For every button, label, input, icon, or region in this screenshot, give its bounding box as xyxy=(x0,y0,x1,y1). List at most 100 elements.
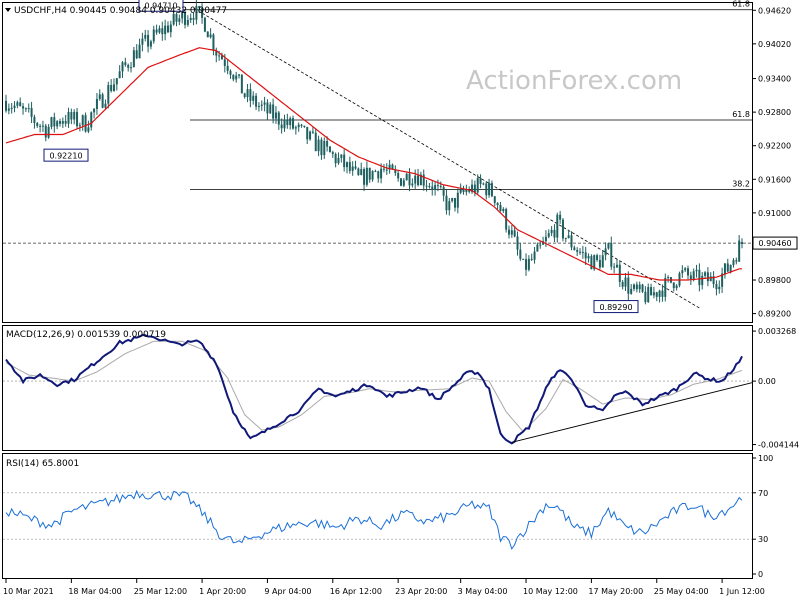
candle-body xyxy=(53,117,56,127)
rsi-axis-label: 100 xyxy=(758,454,773,463)
candle-body xyxy=(718,286,721,290)
candle-body xyxy=(255,95,258,107)
candle-body xyxy=(704,272,707,276)
macd-title: MACD(12,26,9) 0.001539 0.000719 xyxy=(6,330,166,340)
rsi-layer xyxy=(3,489,752,551)
candle-body xyxy=(365,167,368,185)
candle-body xyxy=(712,276,715,285)
candle-body xyxy=(175,13,178,22)
rsi-line xyxy=(5,489,743,551)
candle-body xyxy=(485,183,488,196)
candle-body xyxy=(252,95,255,101)
candle-body xyxy=(539,244,542,246)
candle-body xyxy=(601,255,604,268)
candle-body xyxy=(257,105,260,107)
candle-body xyxy=(243,93,246,98)
candle-body xyxy=(635,284,638,290)
candle-body xyxy=(408,173,411,186)
candle-body xyxy=(195,6,198,20)
candle-body xyxy=(510,230,513,235)
candle-body xyxy=(331,152,334,154)
candle-body xyxy=(218,55,221,57)
price-annotation-label: 0.92210 xyxy=(49,152,82,161)
candle-body xyxy=(346,162,349,168)
candle-body xyxy=(479,178,482,184)
candle-body xyxy=(439,186,442,188)
candle-body xyxy=(473,184,476,193)
candle-body xyxy=(249,89,252,101)
candle-body xyxy=(417,175,420,186)
candle-body xyxy=(81,115,84,126)
candle-body xyxy=(638,284,641,290)
candle-body xyxy=(47,126,50,138)
candle-body xyxy=(579,251,582,253)
price-axis-label: 0.93400 xyxy=(758,75,791,84)
candle-body xyxy=(130,67,133,69)
candle-body xyxy=(544,236,547,242)
candle-body xyxy=(121,62,124,72)
candle-body xyxy=(226,65,229,71)
candle-body xyxy=(633,284,636,289)
price-axis-label: 0.91600 xyxy=(758,175,791,184)
candle-body xyxy=(624,277,627,287)
candle-body xyxy=(519,249,522,259)
candle-body xyxy=(311,131,314,133)
candle-body xyxy=(689,275,692,280)
candle-body xyxy=(604,248,607,256)
candle-body xyxy=(286,119,289,126)
candle-body xyxy=(181,11,184,19)
candle-body xyxy=(172,13,175,25)
candle-body xyxy=(647,287,650,303)
candle-body xyxy=(326,140,329,147)
candle-body xyxy=(590,256,593,270)
candle-body xyxy=(695,269,698,272)
candle-body xyxy=(641,284,644,292)
fib-level-label: 38.2 xyxy=(732,179,750,188)
candle-body xyxy=(5,100,7,111)
candle-body xyxy=(411,183,414,186)
candle-body xyxy=(723,263,726,274)
candle-body xyxy=(294,127,297,129)
candle-body xyxy=(22,106,25,109)
candle-body xyxy=(468,189,471,192)
candle-body xyxy=(289,118,292,126)
candle-body xyxy=(382,168,385,170)
candle-body xyxy=(323,140,326,156)
candle-body xyxy=(283,119,286,129)
candle-body xyxy=(147,34,150,47)
candle-body xyxy=(385,169,388,171)
macd-axis-label: 0.00 xyxy=(758,377,776,386)
candle-body xyxy=(155,29,158,33)
current-price-tag xyxy=(752,236,798,250)
candle-body xyxy=(201,8,204,18)
candle-body xyxy=(101,94,104,108)
candle-body xyxy=(280,124,283,129)
candle-body xyxy=(564,237,567,239)
candle-body xyxy=(112,84,115,91)
candle-body xyxy=(360,169,363,175)
candle-body xyxy=(525,259,528,270)
candle-body xyxy=(488,183,491,196)
price-axis-label: 0.89800 xyxy=(758,276,791,285)
time-axis-label: 3 May 04:00 xyxy=(458,587,508,596)
candle-body xyxy=(561,219,564,239)
candle-body xyxy=(627,277,630,294)
candle-body xyxy=(573,247,576,251)
candle-body xyxy=(559,214,562,220)
candle-body xyxy=(209,34,212,38)
candle-body xyxy=(434,185,437,190)
macd-signal-line xyxy=(5,340,743,433)
candle-body xyxy=(462,188,465,193)
candle-body xyxy=(328,146,331,153)
candle-body xyxy=(95,99,98,109)
candle-body xyxy=(263,102,266,105)
candle-body xyxy=(493,196,496,203)
price-panel-frame xyxy=(2,2,753,323)
candle-body xyxy=(664,277,667,297)
candle-body xyxy=(274,112,277,119)
candle-body xyxy=(459,188,462,193)
candle-body xyxy=(516,236,519,250)
candle-body xyxy=(507,229,510,235)
symbol-dropdown-icon[interactable] xyxy=(5,8,11,12)
price-annotation-label: 0.89290 xyxy=(599,303,632,312)
